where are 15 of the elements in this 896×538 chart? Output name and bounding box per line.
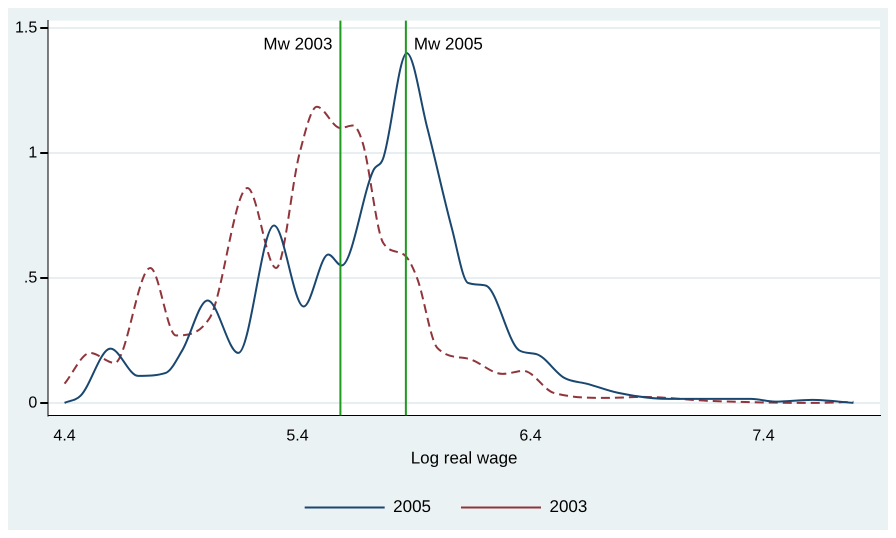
x-tick-label: 5.4 <box>286 427 309 444</box>
line-series <box>64 52 854 404</box>
x-axis-title: Log real wage <box>410 448 518 468</box>
x-tick-label: 7.4 <box>752 427 775 444</box>
legend-label: 2003 <box>550 497 588 516</box>
y-tick-label: 0 <box>28 394 38 412</box>
x-tick-label: 4.4 <box>53 427 76 444</box>
y-tick-label: 1.5 <box>14 20 38 36</box>
ref-line-label: Mw 2005 <box>414 34 483 54</box>
x-tick-label: 6.4 <box>519 427 542 444</box>
line-series <box>64 106 854 404</box>
y-tick-label: .5 <box>24 269 38 286</box>
legend-label: 2005 <box>393 497 432 516</box>
y-tick-label: 1 <box>28 144 38 162</box>
ref-line-label: Mw 2003 <box>263 34 332 54</box>
